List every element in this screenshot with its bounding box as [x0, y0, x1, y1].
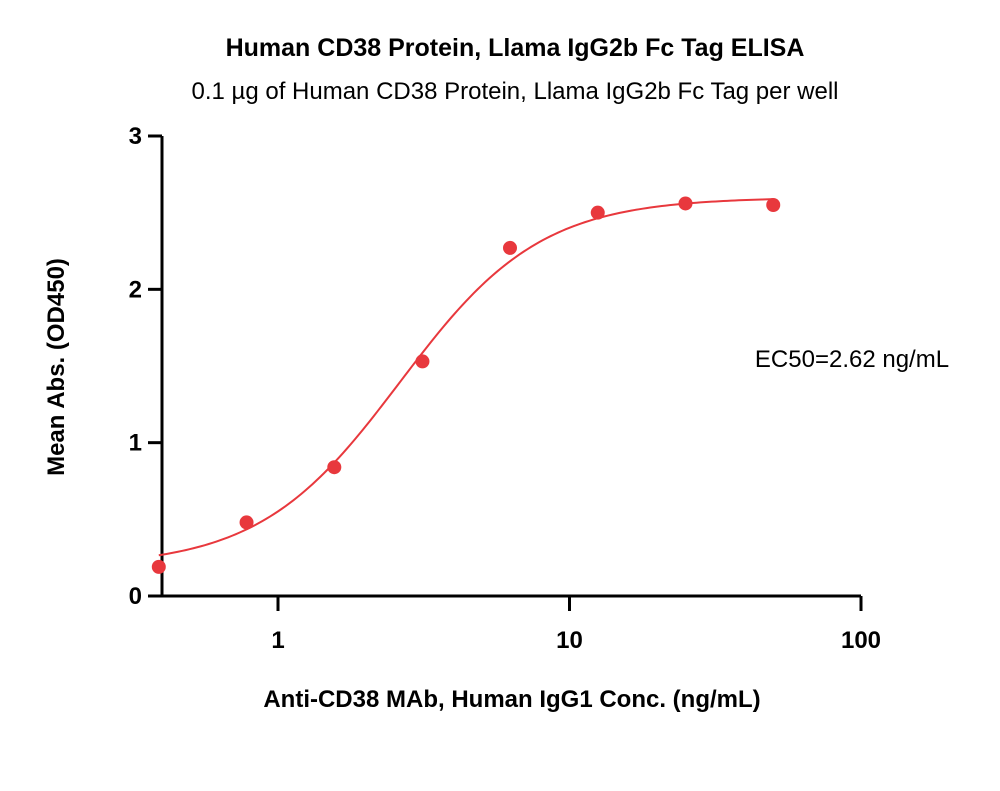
data-point: [502, 240, 517, 255]
y-tick-label: 1: [129, 430, 142, 457]
data-point: [678, 196, 693, 211]
data-point: [766, 198, 781, 212]
data-point: [590, 205, 605, 220]
data-point: [151, 559, 166, 574]
x-tick-label: 1: [271, 627, 284, 654]
fit-curve: [158, 198, 774, 557]
x-axis-title: Anti-CD38 MAb, Human IgG1 Conc. (ng/mL): [263, 686, 760, 713]
plot-area: 0 1 2 3 1 10 100: [129, 123, 881, 654]
chart-title: Human CD38 Protein, Llama IgG2b Fc Tag E…: [226, 34, 805, 62]
data-point: [239, 515, 254, 530]
y-tick-label: 3: [129, 123, 142, 150]
y-tick-label: 2: [129, 276, 142, 303]
x-tick-label: 10: [556, 627, 583, 654]
data-point: [327, 460, 342, 475]
y-axis-title: Mean Abs. (OD450): [43, 258, 70, 476]
ec50-annotation: EC50=2.62 ng/mL: [755, 346, 949, 373]
y-tick-label: 0: [129, 583, 142, 610]
data-point: [415, 354, 430, 369]
chart-subtitle: 0.1 µg of Human CD38 Protein, Llama IgG2…: [191, 78, 838, 105]
x-tick-label: 100: [841, 627, 881, 654]
